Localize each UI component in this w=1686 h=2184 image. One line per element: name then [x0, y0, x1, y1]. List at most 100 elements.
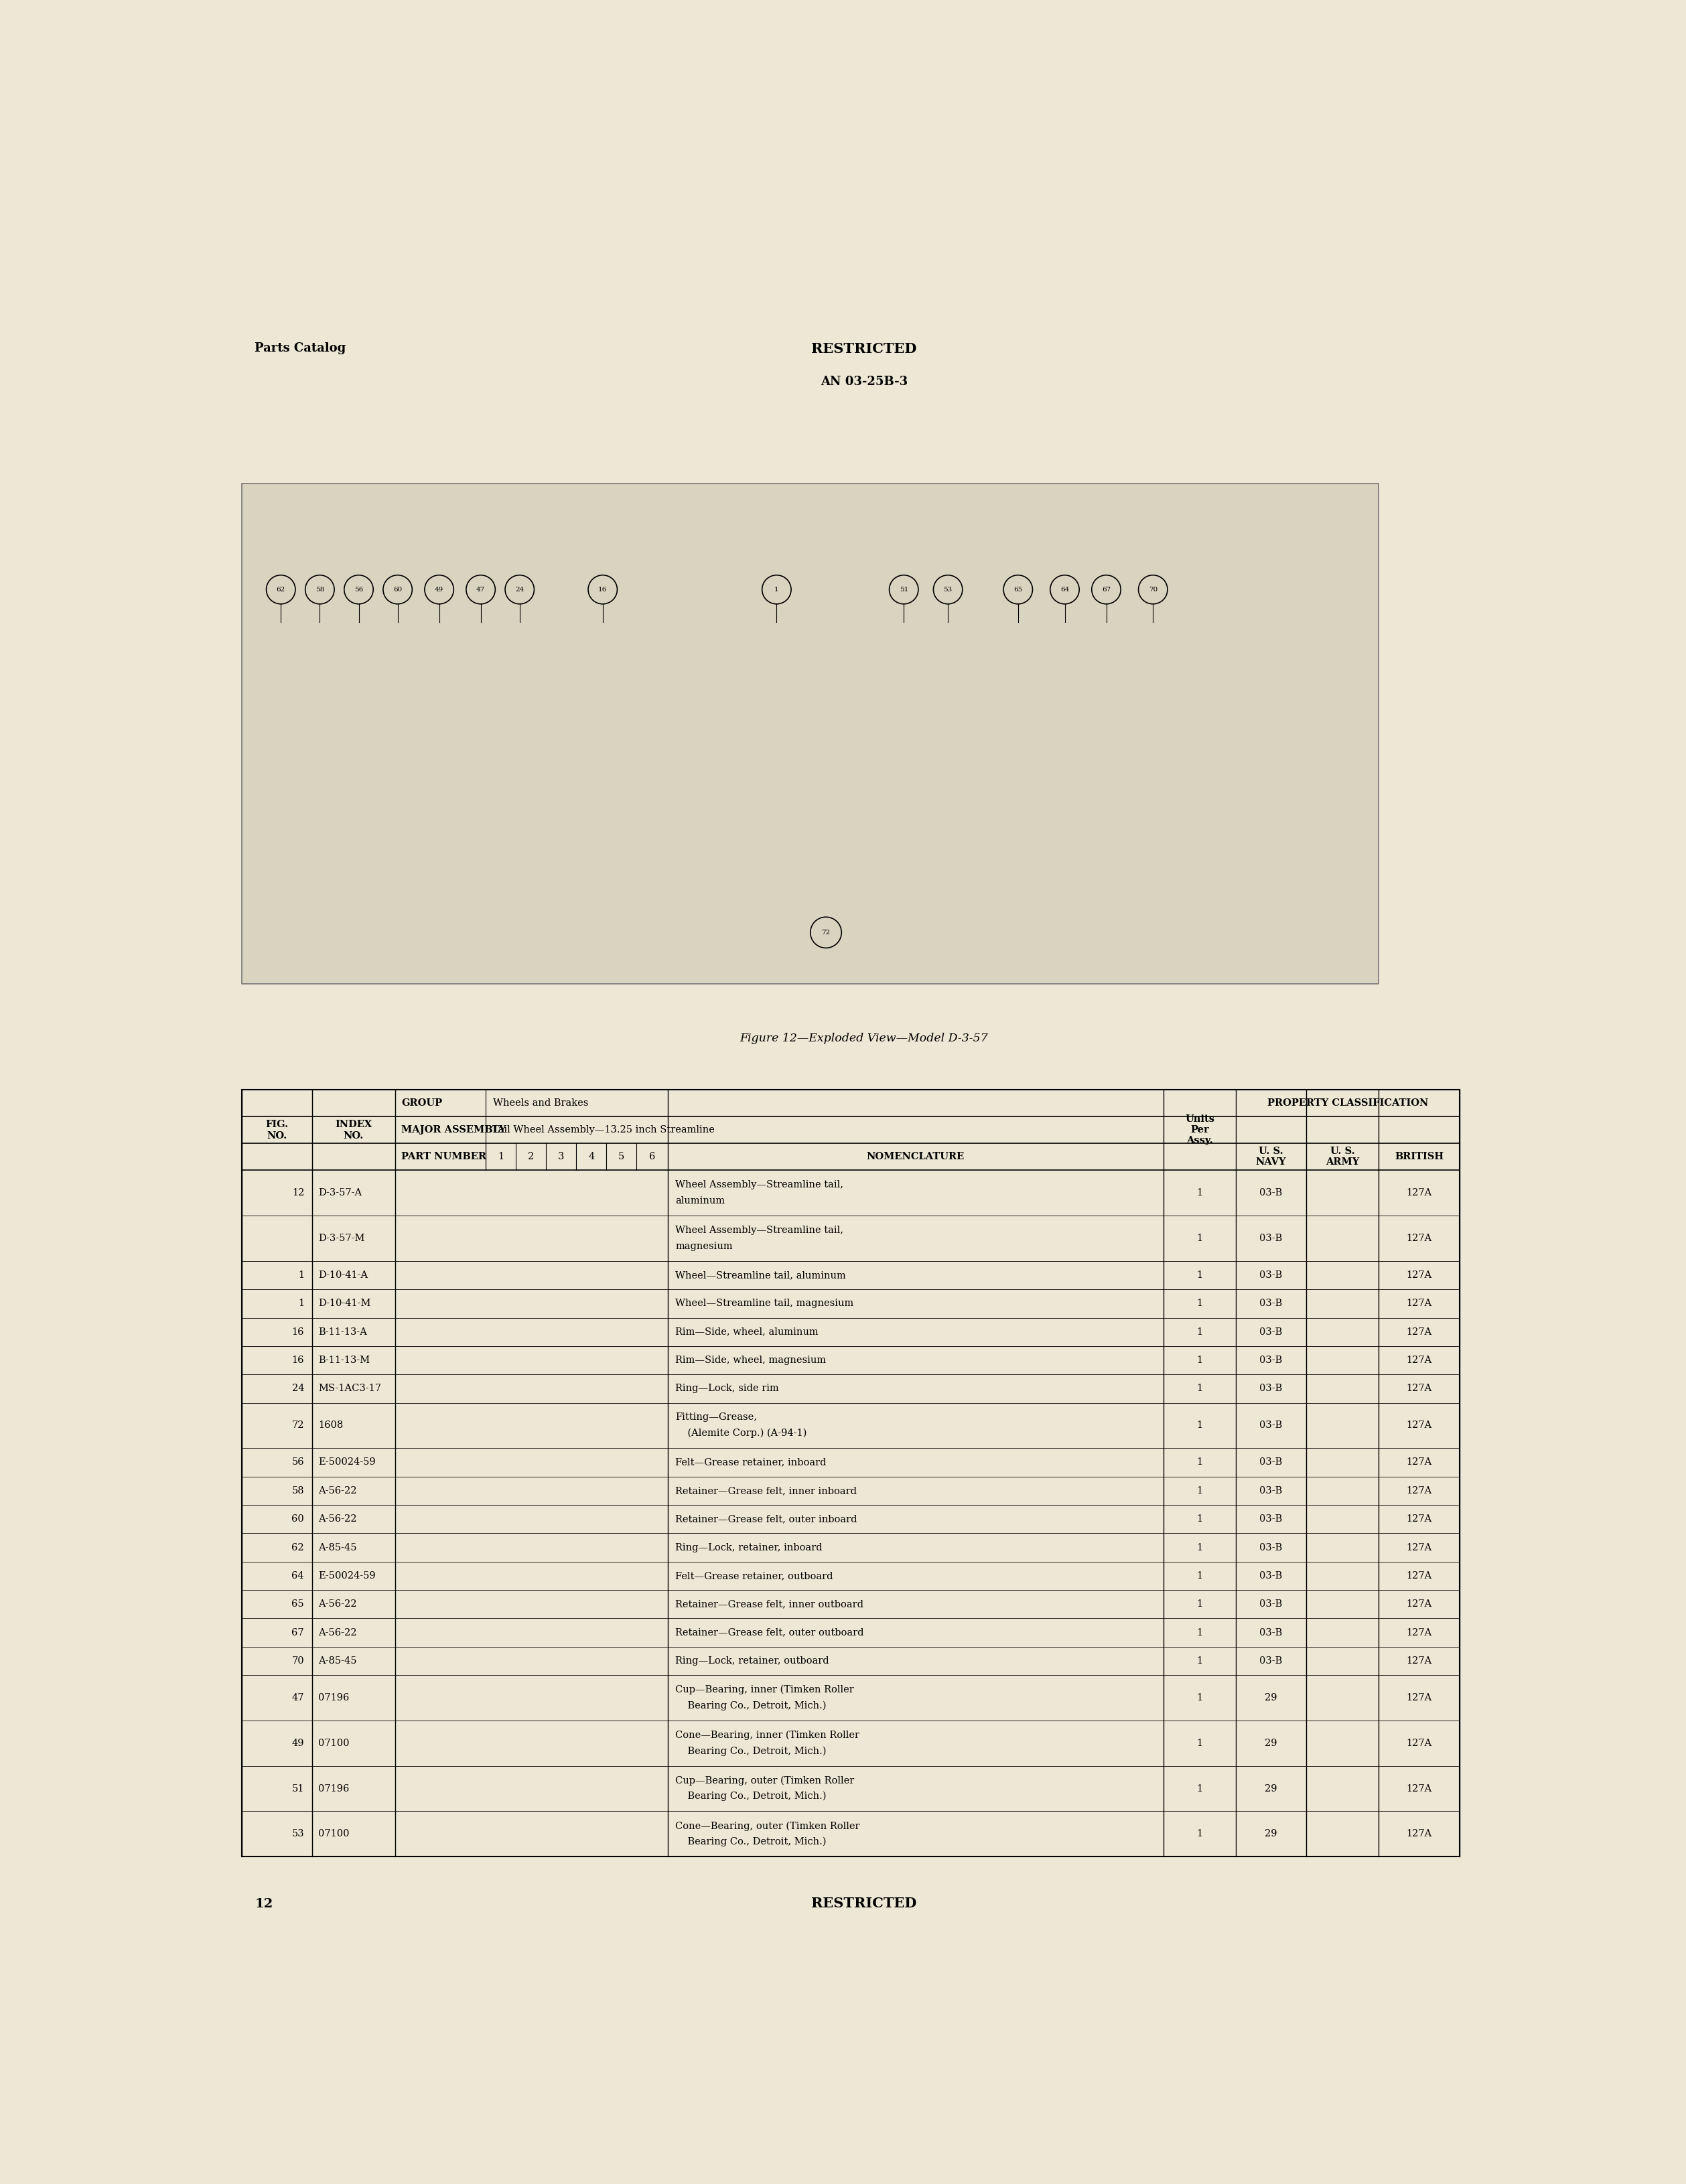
Text: E-50024-59: E-50024-59 — [319, 1570, 376, 1581]
Text: 1: 1 — [1197, 1599, 1202, 1610]
Text: 127A: 127A — [1406, 1271, 1431, 1280]
Text: 127A: 127A — [1406, 1328, 1431, 1337]
Text: E-50024-59: E-50024-59 — [319, 1457, 376, 1468]
Text: 60: 60 — [393, 587, 401, 592]
Text: 58: 58 — [292, 1485, 303, 1496]
Text: Parts Catalog: Parts Catalog — [255, 343, 346, 354]
Text: 1: 1 — [1197, 1188, 1202, 1197]
Text: Ring—Lock, retainer, inboard: Ring—Lock, retainer, inboard — [676, 1542, 823, 1553]
Text: Wheels and Brakes: Wheels and Brakes — [492, 1099, 588, 1107]
Text: A-56-22: A-56-22 — [319, 1514, 357, 1524]
Text: 03-B: 03-B — [1259, 1627, 1283, 1638]
Text: 03-B: 03-B — [1259, 1356, 1283, 1365]
Text: Bearing Co., Detroit, Mich.): Bearing Co., Detroit, Mich.) — [676, 1747, 826, 1756]
Text: 03-B: 03-B — [1259, 1599, 1283, 1610]
Text: 127A: 127A — [1406, 1188, 1431, 1197]
Text: A-56-22: A-56-22 — [319, 1599, 357, 1610]
Text: Wheel—Streamline tail, magnesium: Wheel—Streamline tail, magnesium — [676, 1299, 853, 1308]
Text: 03-B: 03-B — [1259, 1570, 1283, 1581]
Text: 24: 24 — [516, 587, 524, 592]
Text: Rim—Side, wheel, aluminum: Rim—Side, wheel, aluminum — [676, 1328, 818, 1337]
Text: MS-1AC3-17: MS-1AC3-17 — [319, 1385, 381, 1393]
Text: 5: 5 — [619, 1153, 624, 1162]
Text: 03-B: 03-B — [1259, 1457, 1283, 1468]
Text: B-11-13-A: B-11-13-A — [319, 1328, 368, 1337]
Text: A-56-22: A-56-22 — [319, 1627, 357, 1638]
Text: AN 03-25B-3: AN 03-25B-3 — [821, 376, 907, 387]
Text: D-3-57-A: D-3-57-A — [319, 1188, 362, 1197]
Text: 1: 1 — [298, 1299, 303, 1308]
Text: D-3-57-M: D-3-57-M — [319, 1234, 364, 1243]
Text: Retainer—Grease felt, outer inboard: Retainer—Grease felt, outer inboard — [676, 1514, 856, 1524]
Text: 1: 1 — [1197, 1542, 1202, 1553]
Text: 64: 64 — [292, 1570, 303, 1581]
Text: 16: 16 — [292, 1356, 303, 1365]
Text: 127A: 127A — [1406, 1655, 1431, 1666]
Text: 62: 62 — [292, 1542, 303, 1553]
Text: 1: 1 — [1197, 1422, 1202, 1431]
Text: 16: 16 — [292, 1328, 303, 1337]
Text: 1: 1 — [1197, 1693, 1202, 1704]
Text: PART NUMBER: PART NUMBER — [401, 1153, 486, 1162]
Text: 70: 70 — [1148, 587, 1157, 592]
Text: 72: 72 — [821, 930, 831, 935]
Text: Retainer—Grease felt, inner outboard: Retainer—Grease felt, inner outboard — [676, 1599, 863, 1610]
Text: 03-B: 03-B — [1259, 1542, 1283, 1553]
Text: U. S.
NAVY: U. S. NAVY — [1256, 1147, 1286, 1166]
Text: 53: 53 — [944, 587, 953, 592]
Text: D-10-41-A: D-10-41-A — [319, 1271, 368, 1280]
Text: Cone—Bearing, inner (Timken Roller: Cone—Bearing, inner (Timken Roller — [676, 1730, 860, 1741]
Text: 1: 1 — [1197, 1655, 1202, 1666]
Text: 1: 1 — [1197, 1627, 1202, 1638]
Text: Felt—Grease retainer, inboard: Felt—Grease retainer, inboard — [676, 1457, 826, 1468]
Text: 1: 1 — [1197, 1271, 1202, 1280]
Text: Felt—Grease retainer, outboard: Felt—Grease retainer, outboard — [676, 1570, 833, 1581]
Text: Ring—Lock, retainer, outboard: Ring—Lock, retainer, outboard — [676, 1655, 830, 1666]
Text: 1: 1 — [1197, 1784, 1202, 1793]
Text: 65: 65 — [292, 1599, 303, 1610]
Text: 127A: 127A — [1406, 1457, 1431, 1468]
Text: 03-B: 03-B — [1259, 1514, 1283, 1524]
Text: PROPERTY CLASSIFICATION: PROPERTY CLASSIFICATION — [1268, 1099, 1428, 1107]
Text: 49: 49 — [435, 587, 443, 592]
Text: 127A: 127A — [1406, 1830, 1431, 1839]
Text: 127A: 127A — [1406, 1738, 1431, 1747]
Text: 53: 53 — [292, 1830, 303, 1839]
Text: 1: 1 — [1197, 1738, 1202, 1747]
Text: (Alemite Corp.) (A-94-1): (Alemite Corp.) (A-94-1) — [676, 1428, 808, 1439]
Text: 51: 51 — [899, 587, 909, 592]
Text: 07100: 07100 — [319, 1738, 349, 1747]
Text: 127A: 127A — [1406, 1385, 1431, 1393]
Text: A-85-45: A-85-45 — [319, 1542, 357, 1553]
Bar — [241, 485, 1379, 985]
Text: 1: 1 — [1197, 1299, 1202, 1308]
Text: A-85-45: A-85-45 — [319, 1655, 357, 1666]
Text: Retainer—Grease felt, inner inboard: Retainer—Grease felt, inner inboard — [676, 1485, 856, 1496]
Text: 127A: 127A — [1406, 1784, 1431, 1793]
Text: 6: 6 — [649, 1153, 656, 1162]
Text: magnesium: magnesium — [676, 1243, 733, 1251]
Text: 64: 64 — [1060, 587, 1069, 592]
Text: 03-B: 03-B — [1259, 1328, 1283, 1337]
Text: Wheel Assembly—Streamline tail,: Wheel Assembly—Streamline tail, — [676, 1225, 843, 1234]
Text: Figure 12—Exploded View—Model D-3-57: Figure 12—Exploded View—Model D-3-57 — [740, 1033, 988, 1044]
Text: 47: 47 — [292, 1693, 303, 1704]
Text: 56: 56 — [354, 587, 362, 592]
Text: 12: 12 — [292, 1188, 303, 1197]
Text: 03-B: 03-B — [1259, 1188, 1283, 1197]
Text: 65: 65 — [1013, 587, 1022, 592]
Text: 1: 1 — [1197, 1356, 1202, 1365]
Text: 127A: 127A — [1406, 1542, 1431, 1553]
Text: 67: 67 — [292, 1627, 303, 1638]
Text: 29: 29 — [1264, 1738, 1278, 1747]
Text: 07100: 07100 — [319, 1830, 349, 1839]
Text: 16: 16 — [599, 587, 607, 592]
Text: 24: 24 — [292, 1385, 303, 1393]
Text: 03-B: 03-B — [1259, 1299, 1283, 1308]
Text: 3: 3 — [558, 1153, 565, 1162]
Text: Wheel Assembly—Streamline tail,: Wheel Assembly—Streamline tail, — [676, 1179, 843, 1190]
Text: 1: 1 — [1197, 1457, 1202, 1468]
Text: 4: 4 — [588, 1153, 595, 1162]
Text: Bearing Co., Detroit, Mich.): Bearing Co., Detroit, Mich.) — [676, 1837, 826, 1848]
Text: 29: 29 — [1264, 1830, 1278, 1839]
